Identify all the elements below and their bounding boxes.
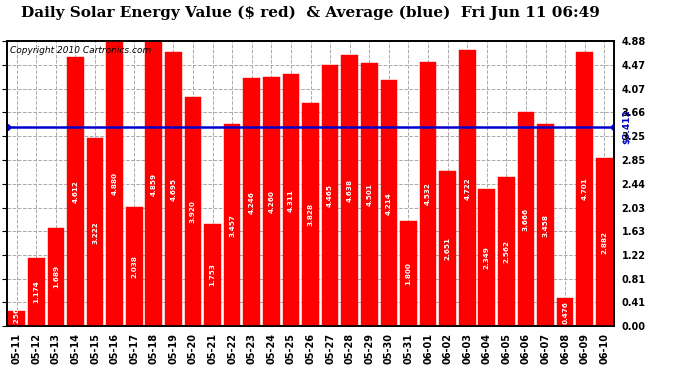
Text: Daily Solar Energy Value ($ red)  & Average (blue)  Fri Jun 11 06:49: Daily Solar Energy Value ($ red) & Avera… xyxy=(21,6,600,20)
Text: 1.689: 1.689 xyxy=(53,266,59,288)
Bar xyxy=(380,80,397,326)
Bar xyxy=(478,189,495,326)
Bar xyxy=(518,112,534,326)
Text: 3.222: 3.222 xyxy=(92,221,98,243)
Text: 1.753: 1.753 xyxy=(210,264,215,286)
Bar xyxy=(440,171,456,326)
Text: 3.666: 3.666 xyxy=(523,208,529,231)
Text: 3.920: 3.920 xyxy=(190,200,196,223)
Bar xyxy=(400,221,417,326)
Bar xyxy=(185,98,201,326)
Text: 2.651: 2.651 xyxy=(444,237,451,260)
Bar xyxy=(48,228,64,326)
Text: 3.828: 3.828 xyxy=(308,203,313,226)
Bar xyxy=(87,138,104,326)
Text: 1.174: 1.174 xyxy=(33,280,39,303)
Bar xyxy=(263,78,279,326)
Text: 0.476: 0.476 xyxy=(562,301,568,324)
Bar xyxy=(596,158,613,326)
Bar xyxy=(361,63,377,326)
Text: 2.349: 2.349 xyxy=(484,246,490,269)
Text: 3.458: 3.458 xyxy=(542,214,549,237)
Text: 4.612: 4.612 xyxy=(72,180,79,203)
Bar xyxy=(204,224,221,326)
Text: 4.311: 4.311 xyxy=(288,189,294,212)
Bar xyxy=(557,298,573,326)
Bar xyxy=(106,41,123,326)
Bar xyxy=(28,258,45,326)
Text: 4.880: 4.880 xyxy=(112,172,117,195)
Text: 2.038: 2.038 xyxy=(131,255,137,278)
Text: Copyright 2010 Cartronics.com: Copyright 2010 Cartronics.com xyxy=(10,45,151,54)
Bar xyxy=(67,57,83,326)
Text: 4.722: 4.722 xyxy=(464,177,470,200)
Text: 4.859: 4.859 xyxy=(151,173,157,196)
Bar xyxy=(498,177,515,326)
Text: 1.800: 1.800 xyxy=(406,262,411,285)
Bar xyxy=(8,311,25,326)
Text: 4.501: 4.501 xyxy=(366,183,373,206)
Text: 4.638: 4.638 xyxy=(346,179,353,203)
Bar xyxy=(459,51,475,326)
Text: $3.412: $3.412 xyxy=(622,110,631,144)
Text: 2.882: 2.882 xyxy=(601,231,607,254)
Text: 4.260: 4.260 xyxy=(268,190,275,213)
Text: 0.256: 0.256 xyxy=(14,307,20,330)
Text: 4.701: 4.701 xyxy=(582,178,588,200)
Text: 2.562: 2.562 xyxy=(504,240,509,263)
Text: 3.457: 3.457 xyxy=(229,214,235,237)
Bar xyxy=(420,62,436,326)
Bar xyxy=(538,124,554,326)
Bar xyxy=(244,78,260,326)
Bar xyxy=(576,52,593,326)
Text: 4.246: 4.246 xyxy=(248,191,255,214)
Bar xyxy=(224,124,241,326)
Bar xyxy=(283,75,299,326)
Text: 4.214: 4.214 xyxy=(386,192,392,214)
Bar xyxy=(126,207,143,326)
Bar xyxy=(165,52,181,326)
Bar xyxy=(322,66,338,326)
Bar xyxy=(302,103,319,326)
Text: 4.695: 4.695 xyxy=(170,178,177,201)
Bar xyxy=(342,56,358,326)
Bar xyxy=(146,42,162,326)
Text: 4.532: 4.532 xyxy=(425,183,431,206)
Text: 4.465: 4.465 xyxy=(327,184,333,207)
